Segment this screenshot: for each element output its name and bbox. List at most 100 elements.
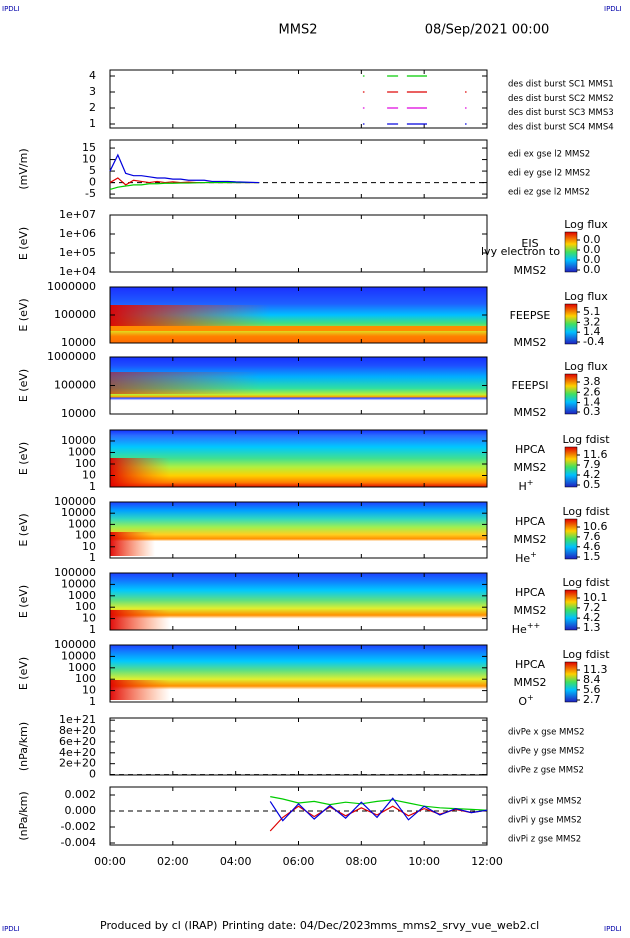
x-tick-label: 12:00 [471, 855, 503, 868]
y-tick-label: 10000 [61, 577, 96, 590]
spectrogram [110, 645, 487, 702]
instrument-label: MMS2 [514, 676, 547, 689]
colorbar-tick-label: 0.0 [583, 243, 601, 256]
species-label: O+ [518, 693, 533, 709]
y-tick-label: 1e+05 [59, 246, 96, 259]
y-tick-label: 10 [82, 540, 96, 553]
spacecraft-title: MMS2 [279, 23, 318, 38]
y-axis-label: E (eV) [17, 298, 30, 331]
species-name: H [519, 480, 527, 493]
instrument-label: HPCA [515, 658, 546, 671]
panel-frame [109, 214, 488, 273]
colorbar-tick-label: 0.3 [583, 405, 601, 418]
y-tick-label: 10000 [61, 506, 96, 519]
colorbar-tick-label: 2.7 [583, 693, 601, 706]
colorbar-tick-label: 1.4 [583, 325, 601, 338]
spectrogram [110, 430, 487, 487]
y-tick-label: 1e+06 [59, 227, 96, 240]
panel-frame [109, 69, 488, 129]
colorbar-tick-label: 10.1 [583, 591, 608, 604]
colorbar-tick-label: 0.0 [583, 263, 601, 276]
y-tick-label: 1 [89, 117, 96, 130]
y-tick-label: 1000000 [47, 280, 96, 293]
colorbar-tick-label: 1.3 [583, 621, 601, 634]
y-axis-label: (nPa/km) [17, 722, 30, 771]
legend-entry: edi ex gse l2 MMS2 [508, 150, 590, 160]
note: lvy electron to [481, 245, 560, 258]
y-tick-label: 1e+04 [59, 265, 96, 278]
data-line [109, 181, 260, 191]
legend-entry: des dist burst SC3 MMS3 [508, 108, 614, 118]
legend-entry: des dist burst SC4 MMS4 [508, 122, 614, 132]
spectrogram [110, 573, 487, 630]
y-tick-label: 100000 [54, 308, 96, 321]
instrument-label: MMS2 [514, 264, 547, 277]
y-tick-label: 10 [82, 468, 96, 481]
x-tick-label: 04:00 [220, 855, 252, 868]
y-tick-label: 1000 [68, 445, 96, 458]
species-charge: + [527, 693, 534, 702]
y-tick-label: 0.002 [65, 788, 97, 801]
instrument-label: MMS2 [514, 461, 547, 474]
y-axis-label: E (eV) [17, 585, 30, 618]
colorbar-tick-label: 3.8 [583, 375, 601, 388]
species-charge: + [530, 550, 537, 559]
x-tick-label: 00:00 [94, 855, 126, 868]
y-tick-label: 8e+20 [59, 724, 96, 737]
colorbar-tick-label: 4.2 [583, 611, 601, 624]
y-tick-label: 1000000 [47, 350, 96, 363]
y-tick-label: 100000 [54, 566, 96, 579]
x-tick-label: 08:00 [345, 855, 377, 868]
y-tick-label: 100 [75, 529, 96, 542]
legend-entry: des dist burst SC2 MMS2 [508, 94, 614, 104]
colorbar-tick-label: 7.2 [583, 601, 601, 614]
colorbar-tick-label: 1.4 [583, 396, 601, 409]
corner-label: IPDLI [2, 925, 20, 933]
y-axis-label: E (eV) [17, 369, 30, 402]
y-axis-label: (nPa/km) [17, 791, 30, 840]
colorbar-title: Log fdist [562, 648, 610, 661]
x-tick-label: 02:00 [157, 855, 189, 868]
colorbar-tick-label: 5.1 [583, 305, 601, 318]
y-axis-label: E (eV) [17, 442, 30, 475]
y-tick-label: 5 [89, 164, 96, 177]
colorbar-tick-label: 8.4 [583, 673, 601, 686]
colorbar-tick-label: 7.6 [583, 530, 601, 543]
colorbar-title: Log fdist [562, 576, 610, 589]
y-tick-label: 1e+21 [59, 713, 96, 726]
colorbar-tick-label: 11.6 [583, 448, 608, 461]
colorbar-title: Log fdist [562, 433, 610, 446]
data-line [269, 797, 488, 822]
y-tick-label: 1000 [68, 589, 96, 602]
panel-frame [109, 717, 488, 776]
y-axis-label: (mV/m) [17, 148, 30, 189]
species-label: H+ [519, 478, 534, 494]
species-name: He [515, 552, 530, 565]
colorbar-title: Log fdist [562, 505, 610, 518]
spectrogram-overlay [110, 532, 155, 556]
instrument-label: MMS2 [514, 604, 547, 617]
colorbar [564, 446, 578, 488]
species-charge: ++ [527, 621, 540, 630]
y-tick-label: 10000 [61, 434, 96, 447]
colorbar [564, 661, 578, 703]
spectrogram-overlay [110, 680, 170, 700]
y-tick-label: 1000 [68, 517, 96, 530]
colorbar [564, 231, 578, 273]
legend-entry: edi ey gse l2 MMS2 [508, 169, 590, 179]
species-charge: + [527, 478, 534, 487]
footer-printing: Printing date: 04/Dec/2023 [222, 919, 371, 932]
y-tick-label: 1 [89, 551, 96, 564]
y-tick-label: -0.002 [61, 820, 96, 833]
instrument-label: FEEPSE [510, 309, 551, 322]
y-tick-label: 1000 [68, 661, 96, 674]
y-axis-label: E (eV) [17, 657, 30, 690]
y-tick-label: 100000 [54, 379, 96, 392]
y-tick-label: 100 [75, 457, 96, 470]
legend-entry: des dist burst SC1 MMS1 [508, 80, 614, 90]
y-tick-label: 3 [89, 85, 96, 98]
x-tick-label: 06:00 [283, 855, 315, 868]
y-tick-label: 1 [89, 695, 96, 708]
corner-label: IPDLI [604, 925, 622, 933]
